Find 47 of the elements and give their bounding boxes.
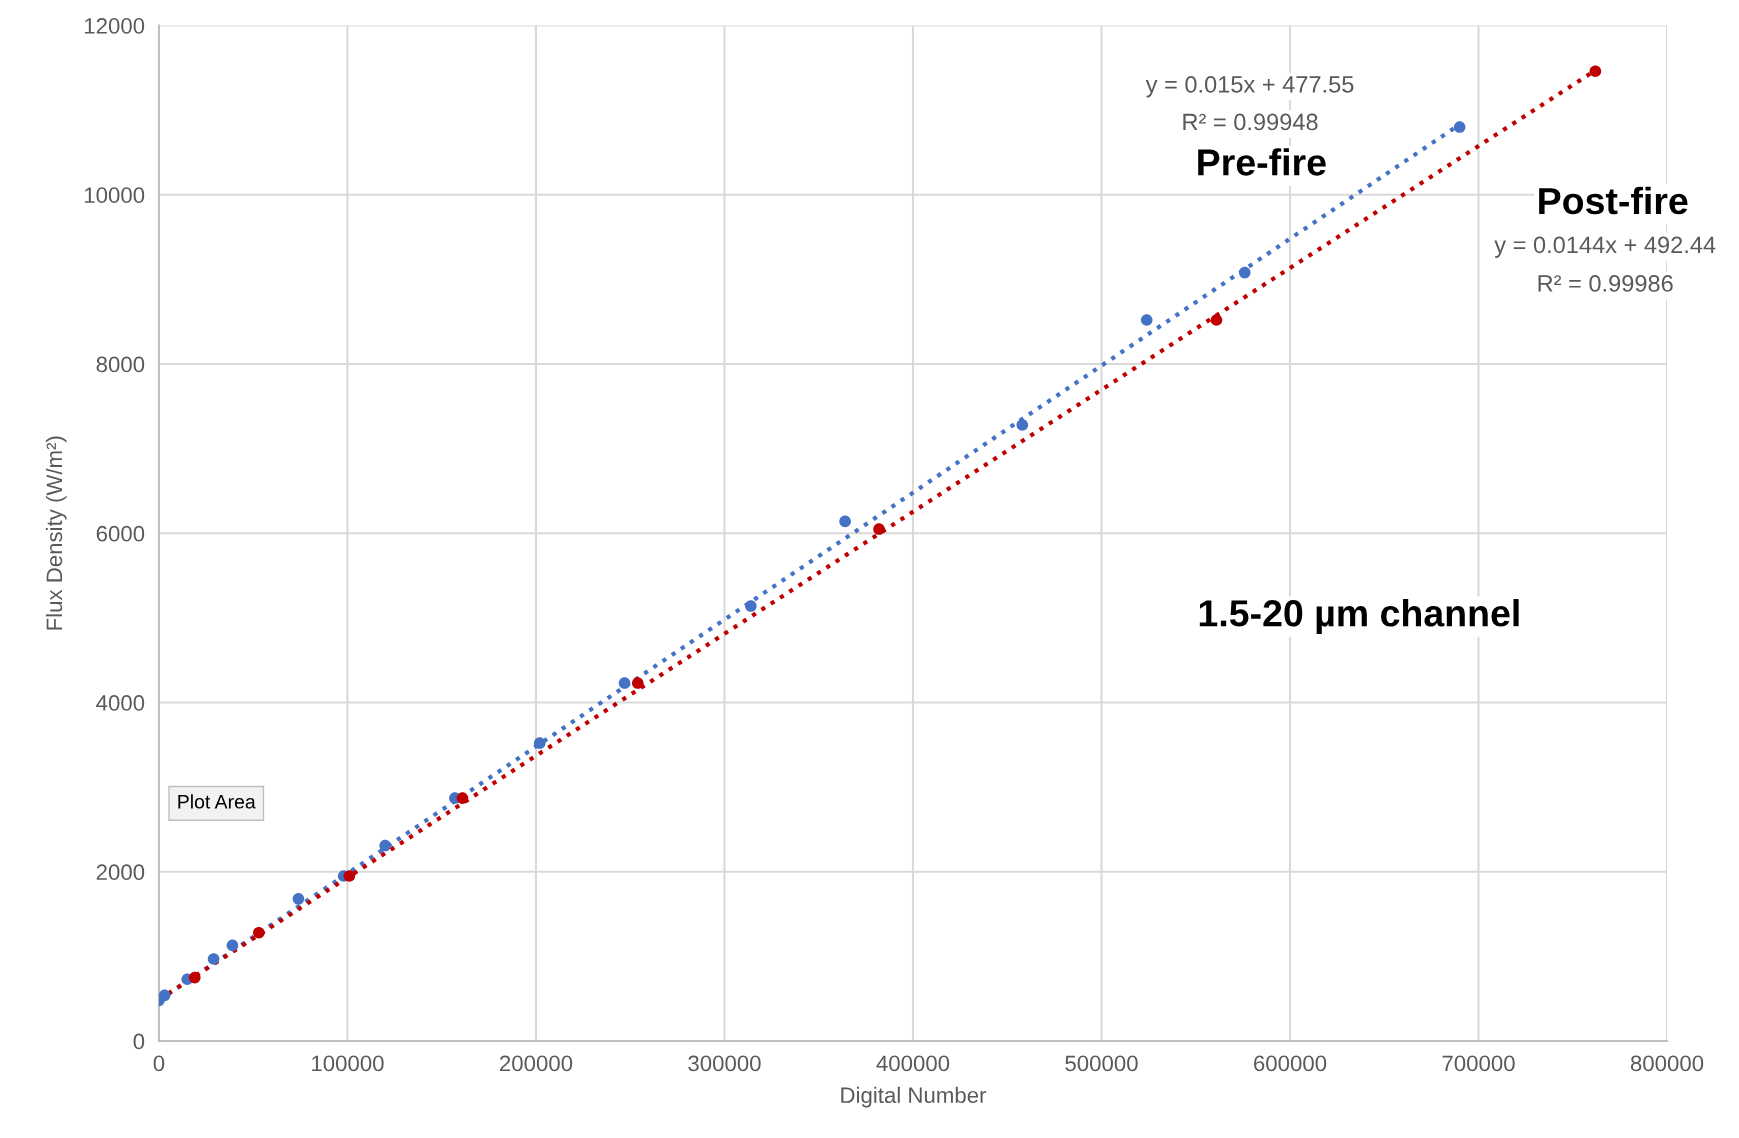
x-tick-label: 200000 — [500, 1055, 573, 1072]
point — [253, 926, 265, 939]
x-tick-label: 600000 — [1254, 1055, 1327, 1072]
point — [745, 600, 757, 612]
point — [456, 792, 469, 804]
point — [1453, 121, 1466, 133]
point — [1238, 266, 1251, 279]
point — [1210, 314, 1223, 326]
point — [343, 870, 356, 882]
y-tick-label: 8000 — [96, 356, 145, 373]
y-tick-label: 4000 — [96, 695, 145, 711]
annotation: Post-fire — [1539, 186, 1688, 215]
x-axis-title: Digital Number — [841, 1086, 987, 1108]
point — [533, 737, 546, 749]
x-tick-label: 300000 — [688, 1055, 761, 1072]
point — [1589, 65, 1602, 77]
point — [631, 677, 644, 689]
annotation: Pre-fire — [1198, 148, 1326, 176]
annotation: R² = 0.99948 — [1183, 113, 1318, 131]
point — [379, 839, 391, 852]
point — [1016, 419, 1029, 431]
x-tick-label: 500000 — [1065, 1055, 1138, 1072]
point — [839, 515, 851, 528]
annotation: 1.5-20 µm channel — [1199, 599, 1519, 635]
x-tick-label: 100000 — [312, 1055, 384, 1072]
x-tick-label: 400000 — [876, 1055, 950, 1072]
point — [618, 677, 631, 689]
y-tick-label: 0 — [133, 1033, 145, 1050]
y-tick-label: 6000 — [96, 525, 145, 542]
point — [158, 989, 171, 1002]
annotation: R² = 0.99986 — [1538, 275, 1673, 292]
y-axis-title: Flux Density (W/m²) — [45, 436, 67, 630]
x-tick-label: 800000 — [1630, 1055, 1704, 1072]
x-tick-label: 0 — [153, 1055, 165, 1072]
x-tick-label: 700000 — [1442, 1055, 1515, 1072]
point — [292, 893, 305, 905]
point — [1140, 314, 1153, 326]
point — [873, 523, 885, 535]
annotation: Plot Area — [178, 794, 256, 809]
point — [188, 971, 201, 984]
y-tick-label: 2000 — [96, 864, 145, 881]
annotation: y = 0.0144x + 492.44 — [1494, 236, 1716, 258]
y-tick-label: 12000 — [84, 18, 145, 34]
point — [207, 953, 220, 965]
y-tick-label: 10000 — [84, 187, 145, 204]
point — [226, 939, 239, 952]
annotation: y = 0.015x + 477.55 — [1145, 76, 1354, 98]
